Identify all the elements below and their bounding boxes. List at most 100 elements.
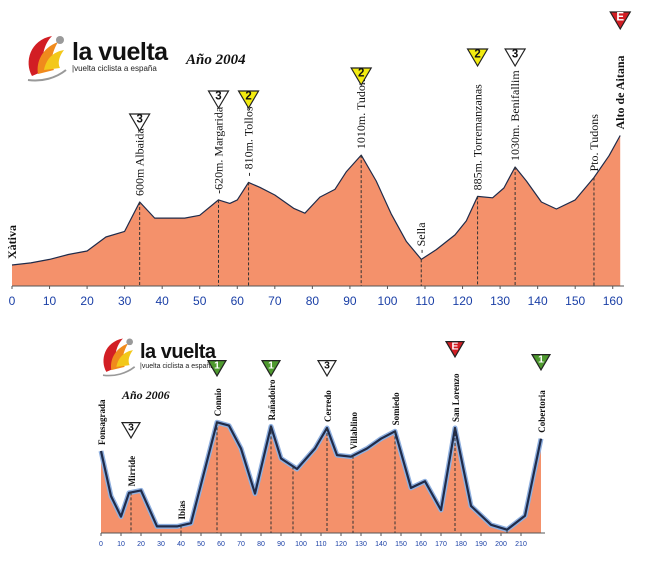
category-badge-label: 2 [358, 68, 364, 80]
x-tick-label: 150 [565, 294, 585, 308]
category-badge-icon [128, 113, 151, 133]
x-tick-label: 60 [217, 541, 225, 548]
category-badge-label: 1 [538, 354, 544, 365]
category-badge-icon [466, 48, 489, 68]
x-tick-label: 50 [193, 294, 207, 308]
climb-label: San Lorenzo [451, 373, 461, 422]
year-label: Año 2006 [122, 388, 170, 402]
x-tick-label: 60 [231, 294, 245, 308]
profile-chart-2004: 0 10 20 30 40 50 60 70 80 90 100 110 120 130 140 150 160… [5, 11, 632, 308]
x-tick-label: 70 [237, 541, 245, 548]
vuelta-swirl-icon [102, 338, 136, 377]
climb-label: Mirride [127, 456, 137, 487]
x-tick-label: 110 [415, 294, 434, 308]
profile-chart-2006: 0 10 20 30 40 50 60 70 80 90 100 110 120 130 140 150 160… [97, 341, 552, 548]
category-badge-icon [609, 11, 632, 31]
x-tick-label: 130 [355, 541, 367, 548]
x-tick-label: 160 [603, 294, 623, 308]
x-tick-label: 10 [43, 294, 57, 308]
x-tick-label: 100 [377, 294, 397, 308]
category-badge-icon [207, 90, 230, 110]
climb-label: 1030m. Benifallim [508, 70, 522, 161]
brand-subtitle: |vuelta ciclista a españa [140, 362, 215, 370]
category-badge-icon [237, 90, 260, 110]
category-badge-icon [316, 360, 338, 378]
la-vuelta-logo: la vuelta |vuelta ciclista a españa [22, 30, 168, 84]
x-tick-label: 40 [177, 541, 185, 548]
climb-label: Somiedo [391, 392, 401, 426]
category-badge-label: 1 [214, 360, 220, 371]
climb-label: Pto. Tudons [587, 114, 601, 172]
brand-name: la vuelta [72, 38, 168, 66]
category-badge-icon [206, 360, 228, 378]
climb-label: Connio [213, 388, 223, 417]
stage-profile-2006: la vuelta |vuelta ciclista a españa Año … [0, 330, 650, 562]
category-badge-label: 2 [474, 49, 480, 61]
x-tick-label: 0 [99, 541, 103, 548]
x-tick-label: 170 [435, 541, 447, 548]
x-tick-label: 180 [455, 541, 467, 548]
category-badge-label: 3 [215, 91, 221, 103]
brand-subtitle: |vuelta ciclista a españa [72, 64, 157, 73]
category-badge-icon [350, 67, 373, 87]
x-tick-label: 140 [528, 294, 548, 308]
x-tick-label: 30 [157, 541, 165, 548]
category-badge-icon [260, 360, 282, 378]
x-tick-label: 130 [490, 294, 510, 308]
category-badge-label: E [616, 12, 624, 24]
climb-label: Villablino [349, 412, 359, 450]
climb-label: -620m. Margarida [212, 106, 226, 194]
profile-area [12, 135, 621, 286]
x-tick-label: 190 [475, 541, 487, 548]
x-tick-label: 100 [295, 541, 307, 548]
category-badge-label: 1 [268, 360, 274, 371]
climb-label: Cobertoria [537, 390, 547, 433]
profile-line [99, 421, 543, 531]
x-tick-label: 0 [9, 294, 16, 308]
climb-label: Ibias [177, 500, 187, 520]
category-badge-label: 2 [245, 91, 251, 103]
x-tick-label: 40 [156, 294, 170, 308]
category-badge-icon [444, 341, 466, 359]
x-tick-label: 50 [197, 541, 205, 548]
x-tick-label: 30 [118, 294, 132, 308]
profile-line [11, 135, 621, 266]
x-tick-label: 80 [306, 294, 320, 308]
x-tick-label: 140 [375, 541, 387, 548]
la-vuelta-logo: la vuelta |vuelta ciclista a españa [98, 332, 216, 380]
climb-label: Alto de Aitana [613, 55, 627, 129]
year-label: Año 2004 [186, 52, 246, 68]
x-tick-label: 70 [268, 294, 282, 308]
stage-profile-2004: la vuelta |vuelta ciclista a españa Año … [5, 11, 632, 308]
x-tick-label: 150 [395, 541, 407, 548]
x-tick-label: 200 [495, 541, 507, 548]
climb-label: 885m. Torremanzanas [471, 84, 485, 191]
climb-label: Fonsagrada [97, 399, 107, 445]
x-tick-label: 20 [80, 294, 94, 308]
x-tick-label: 20 [137, 541, 145, 548]
x-tick-label: 210 [515, 541, 527, 548]
x-tick-label: 160 [415, 541, 427, 548]
climb-label: - Sella [414, 222, 428, 254]
climb-label: 1010m. Tudons [354, 74, 368, 149]
climb-label: Cerredo [323, 390, 333, 422]
category-badge-icon [530, 354, 552, 372]
category-badge-icon [120, 422, 142, 440]
x-tick-label: 10 [117, 541, 125, 548]
x-tick-label: 120 [453, 294, 473, 308]
climb-label: - 810m. Tollos [242, 106, 256, 176]
category-badge-label: 3 [136, 114, 142, 126]
climb-label: 600m Albaida [133, 128, 147, 196]
x-tick-label: 110 [315, 541, 326, 548]
x-tick-label: 90 [277, 541, 285, 548]
category-badge-label: E [452, 341, 459, 352]
x-tick-label: 80 [257, 541, 265, 548]
x-tick-label: 90 [343, 294, 357, 308]
vuelta-swirl-icon [27, 36, 67, 82]
category-badge-label: 3 [324, 360, 330, 371]
x-tick-label: 120 [335, 541, 347, 548]
category-badge-label: 3 [512, 49, 518, 61]
climb-label: Xàtiva [5, 225, 19, 259]
climb-label: Rañadoiro [267, 379, 277, 420]
category-badge-label: 3 [128, 422, 134, 433]
